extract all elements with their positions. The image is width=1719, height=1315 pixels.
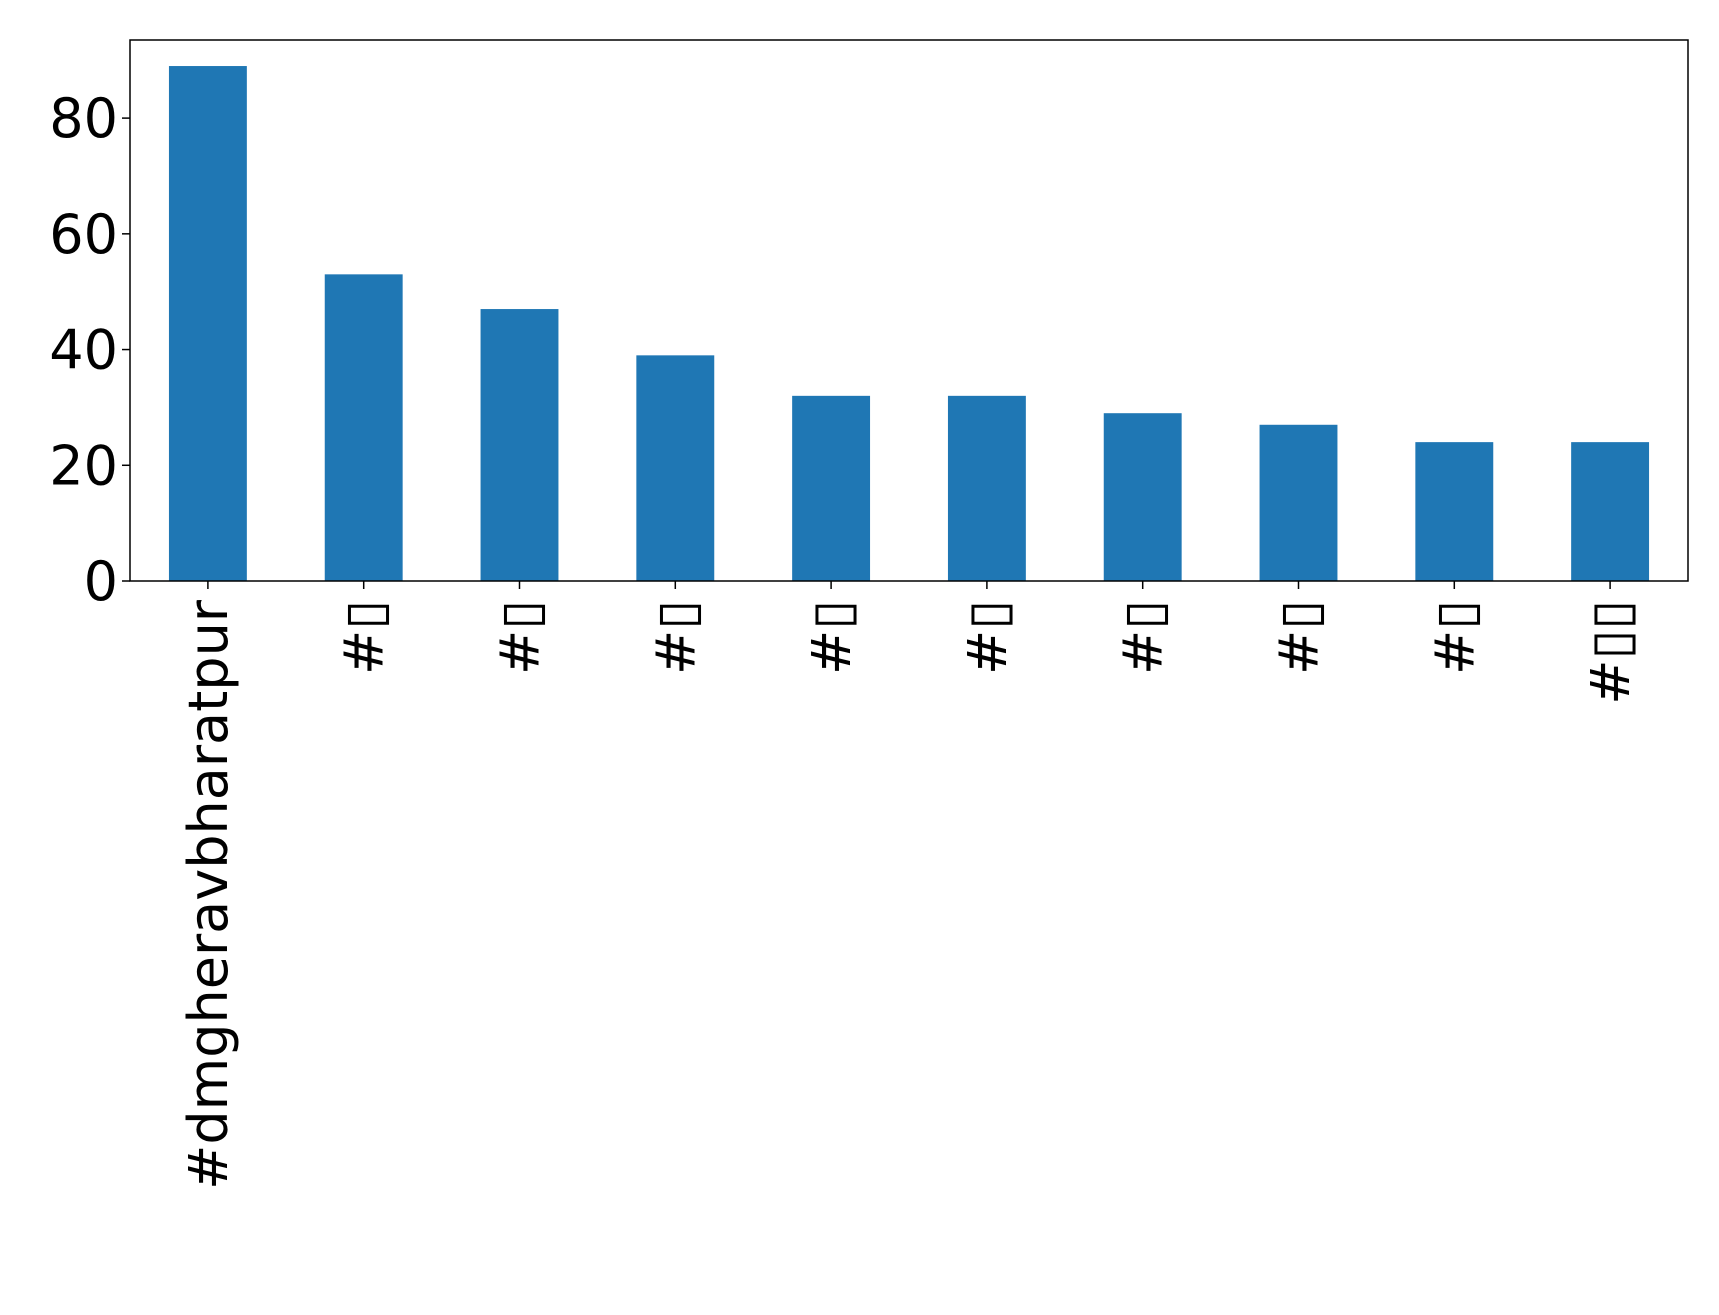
bar: [1571, 442, 1650, 581]
x-tick-label: #▯: [644, 600, 707, 675]
x-tick-label: #▯: [956, 600, 1019, 675]
bar: [1415, 442, 1494, 581]
bar: [168, 66, 247, 582]
y-tick-label: 80: [49, 87, 118, 150]
y-axis: 0 20 40 60 80: [49, 87, 130, 613]
x-tick-label: #dmgheravbharatpur: [177, 599, 240, 1190]
bar: [1103, 413, 1182, 581]
bars-layer: [168, 66, 1650, 582]
x-tick-label: #▯: [1268, 600, 1331, 675]
bar: [636, 355, 715, 581]
y-tick-label: 40: [49, 319, 118, 382]
bar: [792, 395, 871, 581]
x-tick-label: #▯: [800, 600, 863, 675]
y-tick-label: 20: [49, 434, 118, 497]
x-tick-label: #▯▯: [1579, 600, 1642, 705]
x-tick-label: #▯: [333, 600, 396, 675]
y-tick-label: 0: [84, 550, 118, 613]
bar: [324, 274, 403, 581]
y-tick-label: 60: [49, 203, 118, 266]
bar: [1259, 424, 1338, 581]
bar: [947, 395, 1026, 581]
plot-area-frame: [129, 39, 1689, 582]
x-tick-label: #▯: [1423, 600, 1486, 675]
x-axis: #dmgheravbharatpur #▯ #▯ #▯ #▯ #▯ #▯ #▯ #▯ #▯▯: [177, 581, 1642, 1190]
x-tick-label: #▯: [489, 600, 552, 675]
x-tick-label: #▯: [1112, 600, 1175, 675]
bar: [480, 309, 559, 581]
